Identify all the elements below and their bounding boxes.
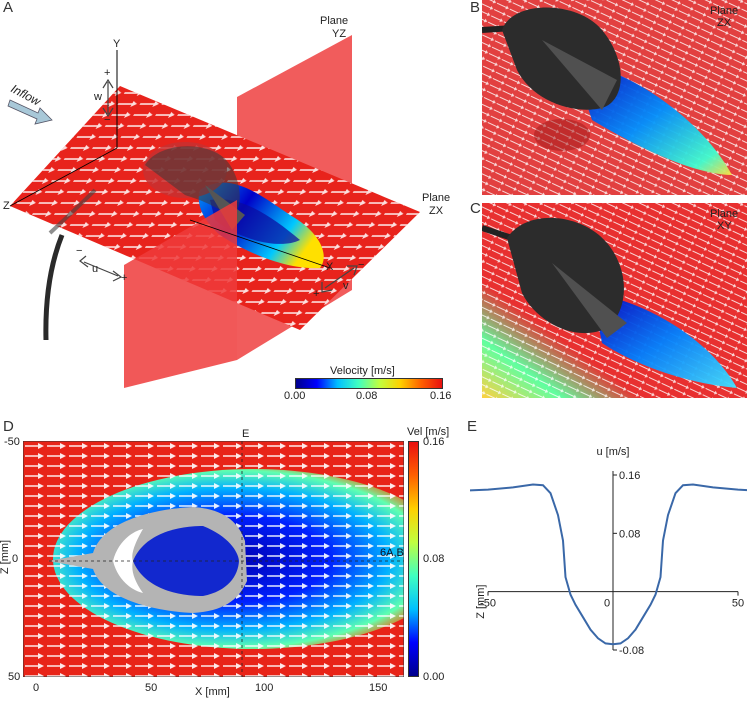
axis-y-label: Y — [113, 38, 121, 50]
d-ylabel: Z [mm] — [0, 539, 12, 575]
d-ytick-1: 0 — [12, 553, 19, 565]
u-label: u — [92, 263, 99, 275]
e-xlabel: Z [mm] — [475, 585, 487, 619]
d-marker-6ab: 6A,B — [380, 547, 404, 559]
e-xtick-0: -50 — [480, 598, 496, 610]
v-plus: + — [313, 288, 320, 300]
panel-c-illustration — [482, 203, 747, 398]
colorbar-d — [408, 441, 419, 677]
panel-a-letter: A — [3, 0, 14, 16]
d-xtick-1: 50 — [145, 682, 158, 694]
w-plus: + — [104, 67, 111, 79]
axis-x-label: X — [326, 261, 334, 273]
d-xlabel: X [mm] — [195, 686, 230, 698]
plane-yz-label-1: Plane — [320, 15, 349, 27]
axis-z-label: Z — [3, 200, 10, 212]
d-marker-e: E — [242, 428, 250, 440]
colorbar-d-tick-1: 0.08 — [423, 553, 445, 565]
v-minus: − — [358, 259, 365, 271]
panel-d-field — [23, 441, 404, 677]
colorbar-a-tick-2: 0.16 — [430, 390, 452, 402]
e-ytick-0: 0.16 — [619, 470, 640, 482]
stem — [43, 234, 65, 341]
plane-yz-label-2: YZ — [332, 28, 347, 40]
panel-b-plane-2: ZX — [717, 17, 732, 29]
plane-zx-label-2: ZX — [429, 205, 444, 217]
panel-b-illustration — [482, 0, 747, 195]
panel-e-letter: E — [467, 418, 478, 435]
d-xtick-3: 150 — [369, 682, 388, 694]
panel-b-plane-1: Plane — [710, 5, 739, 17]
e-ytick-1: 0.08 — [619, 528, 640, 540]
plane-zx-label-1: Plane — [422, 192, 451, 204]
panel-c-plane-2: XY — [717, 220, 732, 232]
colorbar-d-tick-0: 0.16 — [423, 436, 445, 448]
colorbar-a — [295, 378, 443, 389]
colorbar-d-tick-2: 0.00 — [423, 671, 445, 683]
colorbar-a-tick-1: 0.08 — [356, 390, 378, 402]
d-xtick-2: 100 — [255, 682, 274, 694]
panel-a-illustration — [7, 35, 420, 388]
u-plus: + — [121, 272, 128, 284]
e-xtick-2: 50 — [732, 598, 744, 610]
d-ytick-0: -50 — [4, 436, 20, 448]
e-ytick-2: -0.08 — [619, 645, 644, 657]
colorbar-a-tick-0: 0.00 — [284, 390, 306, 402]
e-xtick-1: 0 — [604, 598, 610, 610]
u-minus: − — [76, 245, 83, 257]
colorbar-d-title: Vel [m/s] — [407, 426, 450, 438]
panel-b-letter: B — [470, 0, 481, 16]
d-xtick-0: 0 — [33, 682, 40, 694]
e-series-line — [470, 483, 747, 646]
w-label: w — [94, 91, 102, 103]
v-label: v — [343, 280, 349, 292]
panel-e-chart: u [m/s] 0.16 0.08 -0.08 -50 0 50 Z [mm] — [470, 446, 747, 657]
panel-c-letter: C — [470, 200, 481, 217]
inflow-arrow — [7, 99, 53, 125]
panel-c-plane-1: Plane — [710, 208, 739, 220]
panel-d-letter: D — [3, 418, 14, 435]
e-ylabel: u [m/s] — [596, 446, 629, 458]
w-minus: − — [104, 114, 111, 126]
colorbar-a-title: Velocity [m/s] — [330, 365, 395, 377]
d-ytick-2: 50 — [8, 671, 21, 683]
